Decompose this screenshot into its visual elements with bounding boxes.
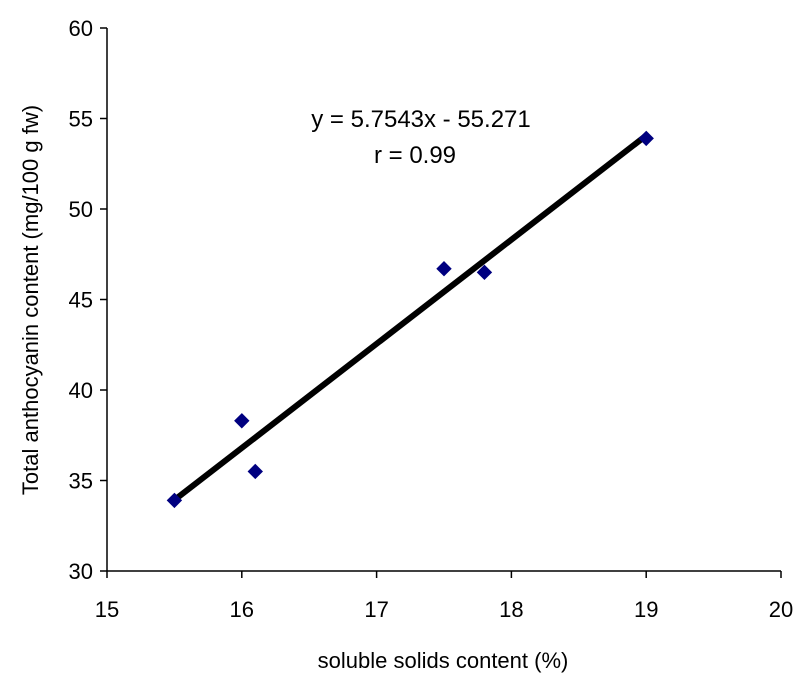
data-point-marker [234,413,250,429]
x-tick-label: 16 [230,597,254,622]
x-tick-label: 20 [769,597,793,622]
trendline-layer [172,133,649,503]
y-tick-label: 30 [69,559,93,584]
y-tick-label: 50 [69,197,93,222]
axes [100,27,782,578]
y-tick-label: 55 [69,107,93,132]
y-tick-label: 40 [69,378,93,403]
x-tick-label: 17 [364,597,388,622]
data-point-marker [476,264,493,281]
data-point-marker [436,261,452,277]
x-tick-label: 18 [499,597,523,622]
x-tick-label: 15 [95,597,119,622]
y-tick-label: 45 [69,288,93,313]
correlation-coefficient-label: r = 0.99 [374,142,456,169]
y-tick-label: 60 [69,16,93,41]
tick-labels: 30 35 40 45 50 55 60 15 16 17 18 19 20 [69,16,794,622]
data-point-marker [166,492,183,509]
y-axis-title: Total anthocyanin content (mg/100 g fw) [18,105,43,495]
x-tick-label: 19 [634,597,658,622]
data-point-marker [247,463,263,480]
data-points [166,130,654,509]
x-axis-title: soluble solids content (%) [318,648,569,673]
regression-equation-label: y = 5.7543x - 55.271 [311,106,531,133]
data-point-marker [638,130,654,147]
y-tick-label: 35 [69,469,93,494]
trendline [172,133,649,503]
